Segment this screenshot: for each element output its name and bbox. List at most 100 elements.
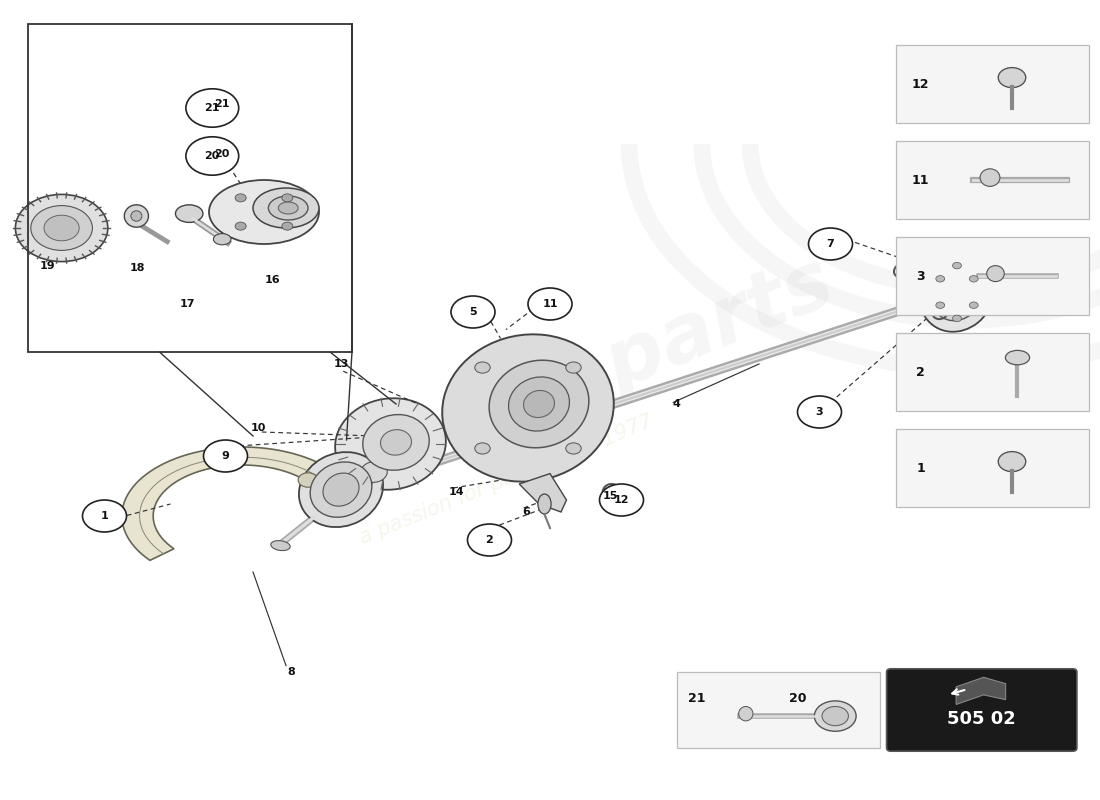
- Ellipse shape: [363, 414, 429, 470]
- Circle shape: [565, 443, 581, 454]
- Circle shape: [204, 440, 248, 472]
- Text: 7: 7: [826, 239, 835, 249]
- Ellipse shape: [1005, 350, 1030, 365]
- Circle shape: [31, 206, 92, 250]
- Ellipse shape: [213, 234, 231, 245]
- FancyBboxPatch shape: [896, 429, 1089, 507]
- Circle shape: [186, 89, 239, 127]
- Ellipse shape: [131, 210, 142, 222]
- Ellipse shape: [268, 196, 308, 220]
- Text: 13: 13: [333, 359, 349, 369]
- FancyBboxPatch shape: [887, 669, 1077, 751]
- Text: 14: 14: [449, 487, 464, 497]
- Ellipse shape: [980, 169, 1000, 186]
- Ellipse shape: [987, 266, 1004, 282]
- Text: 20: 20: [214, 149, 230, 158]
- Ellipse shape: [508, 377, 570, 431]
- Ellipse shape: [942, 275, 972, 309]
- Text: 10: 10: [251, 423, 266, 433]
- Ellipse shape: [931, 263, 983, 321]
- Text: a passion for parts since 1977: a passion for parts since 1977: [356, 412, 656, 548]
- Text: 17: 17: [179, 299, 195, 309]
- Circle shape: [953, 262, 961, 269]
- Text: 11: 11: [542, 299, 558, 309]
- Ellipse shape: [490, 360, 588, 448]
- FancyBboxPatch shape: [896, 237, 1089, 315]
- Text: 19: 19: [40, 261, 55, 270]
- Ellipse shape: [442, 334, 614, 482]
- Circle shape: [969, 275, 978, 282]
- Circle shape: [936, 275, 945, 282]
- FancyBboxPatch shape: [896, 45, 1089, 123]
- Text: 21: 21: [688, 692, 705, 705]
- Circle shape: [186, 137, 239, 175]
- Ellipse shape: [209, 180, 319, 244]
- Polygon shape: [122, 447, 346, 560]
- Text: 8: 8: [287, 667, 296, 677]
- Circle shape: [44, 215, 79, 241]
- Polygon shape: [519, 474, 566, 512]
- Text: 6: 6: [521, 507, 530, 517]
- Ellipse shape: [299, 452, 383, 527]
- Text: europaparts: europaparts: [299, 243, 845, 525]
- Ellipse shape: [538, 494, 551, 514]
- Ellipse shape: [336, 398, 446, 490]
- Ellipse shape: [361, 462, 387, 482]
- Text: 3: 3: [916, 270, 925, 282]
- Ellipse shape: [176, 205, 202, 222]
- Polygon shape: [956, 678, 1005, 705]
- Text: 18: 18: [130, 263, 145, 273]
- Ellipse shape: [739, 706, 752, 721]
- Circle shape: [451, 296, 495, 328]
- Ellipse shape: [342, 468, 373, 492]
- Ellipse shape: [124, 205, 148, 227]
- Text: 20: 20: [790, 692, 806, 705]
- Text: 3: 3: [816, 407, 823, 417]
- Text: 12: 12: [614, 495, 629, 505]
- Ellipse shape: [814, 701, 856, 731]
- Circle shape: [808, 228, 852, 260]
- Ellipse shape: [310, 462, 372, 518]
- Text: 5: 5: [470, 307, 476, 317]
- Circle shape: [600, 484, 643, 516]
- Circle shape: [475, 443, 491, 454]
- Text: 2: 2: [485, 535, 494, 545]
- FancyBboxPatch shape: [896, 333, 1089, 411]
- Circle shape: [565, 362, 581, 373]
- Ellipse shape: [524, 390, 554, 418]
- Text: 21: 21: [205, 103, 220, 113]
- Text: 4: 4: [672, 399, 681, 409]
- Ellipse shape: [323, 473, 359, 506]
- Text: 9: 9: [221, 451, 230, 461]
- Text: 11: 11: [912, 174, 930, 186]
- Ellipse shape: [381, 430, 411, 455]
- Circle shape: [936, 302, 945, 308]
- Text: 1: 1: [916, 462, 925, 474]
- Ellipse shape: [253, 188, 319, 228]
- Circle shape: [475, 362, 491, 373]
- Text: 21: 21: [214, 99, 230, 109]
- Circle shape: [82, 500, 126, 532]
- Ellipse shape: [278, 202, 298, 214]
- Circle shape: [282, 222, 293, 230]
- FancyBboxPatch shape: [896, 141, 1089, 219]
- Text: 2: 2: [916, 366, 925, 378]
- Ellipse shape: [998, 451, 1025, 472]
- FancyBboxPatch shape: [676, 672, 880, 748]
- Text: 16: 16: [265, 275, 280, 285]
- Text: 505 02: 505 02: [947, 710, 1016, 728]
- Circle shape: [235, 222, 246, 230]
- Ellipse shape: [998, 68, 1025, 88]
- Circle shape: [528, 288, 572, 320]
- Text: 1: 1: [100, 511, 109, 521]
- Circle shape: [468, 524, 512, 556]
- Circle shape: [969, 302, 978, 308]
- Text: 15: 15: [603, 491, 618, 501]
- Circle shape: [953, 315, 961, 322]
- Text: 12: 12: [912, 78, 930, 90]
- Circle shape: [282, 194, 293, 202]
- Text: 20: 20: [205, 151, 220, 161]
- Ellipse shape: [822, 706, 848, 726]
- Ellipse shape: [298, 473, 318, 487]
- Ellipse shape: [920, 252, 994, 332]
